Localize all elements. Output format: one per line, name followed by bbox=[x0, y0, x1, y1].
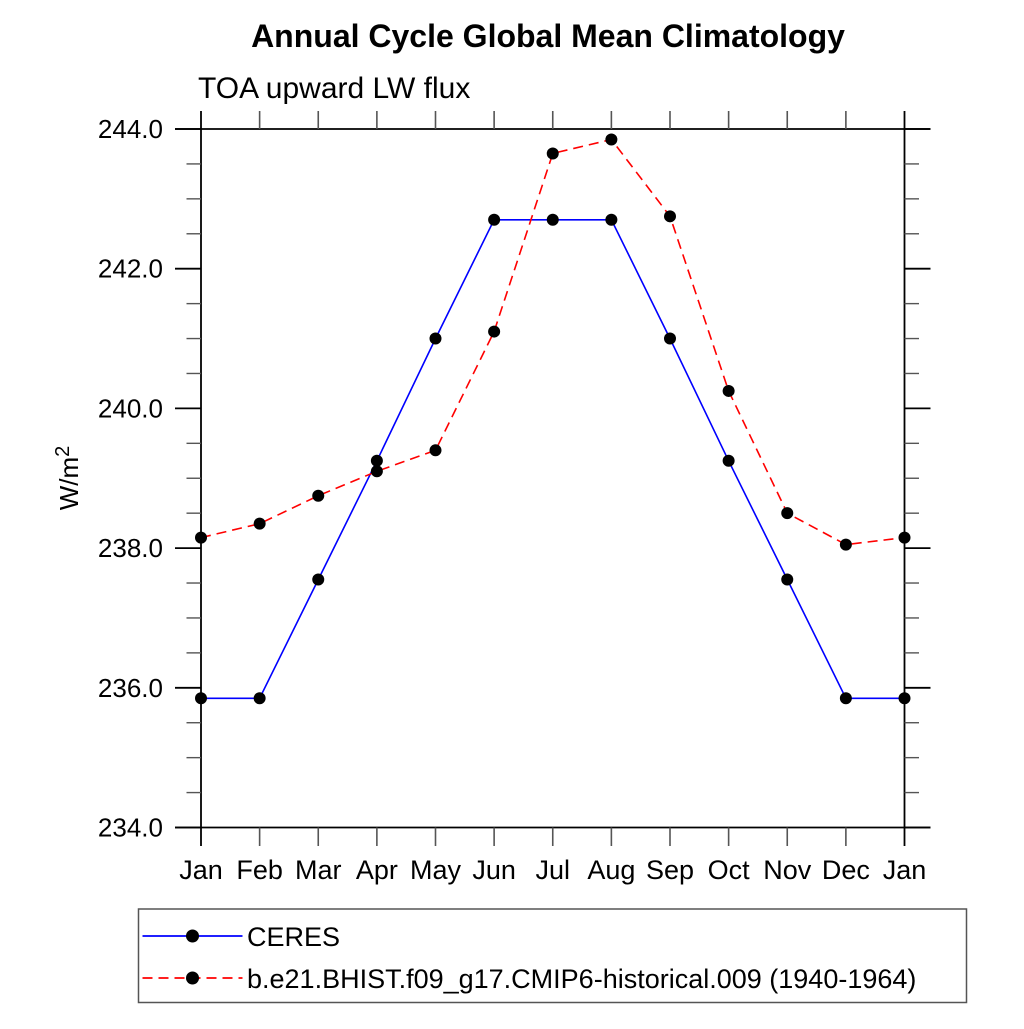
data-point-marker bbox=[898, 692, 911, 705]
legend-marker-model bbox=[186, 971, 199, 985]
y-axis-label-superscript: 2 bbox=[52, 446, 74, 457]
plot-axes bbox=[175, 111, 931, 846]
data-point-marker bbox=[722, 454, 735, 467]
data-point-marker bbox=[546, 213, 559, 226]
x-tick-label: Nov bbox=[763, 855, 812, 885]
x-tick-label: Jan bbox=[179, 855, 223, 885]
data-point-marker bbox=[312, 489, 325, 502]
series-line-ceres bbox=[201, 219, 905, 700]
y-tick-label: 236.0 bbox=[98, 673, 163, 703]
data-point-marker bbox=[546, 147, 559, 160]
x-tick-label: Mar bbox=[295, 855, 342, 885]
data-point-marker bbox=[664, 332, 676, 345]
x-tick-label: May bbox=[410, 855, 462, 885]
tick-labels: 234.0 236.0 238.0 240.0 242.0 244.0 Jan Feb Mar A… bbox=[98, 114, 926, 885]
legend-label-model: b.e21.BHIST.f09_g17.CMIP6-historical.009… bbox=[247, 964, 916, 994]
x-tick-label: Jul bbox=[535, 855, 570, 885]
x-tick-label: Apr bbox=[356, 855, 398, 885]
y-axis-label: W/m2 bbox=[52, 446, 84, 511]
y-tick-label: 244.0 bbox=[98, 114, 163, 144]
x-tick-label: Jun bbox=[472, 855, 516, 885]
data-point-marker bbox=[488, 325, 501, 338]
x-tick-label: Feb bbox=[236, 855, 283, 885]
x-tick-label: Aug bbox=[587, 855, 635, 885]
data-point-marker bbox=[253, 692, 266, 705]
data-point-marker bbox=[839, 692, 852, 705]
legend-entry-model: b.e21.BHIST.f09_g17.CMIP6-historical.009… bbox=[142, 964, 916, 994]
data-point-marker bbox=[488, 213, 501, 226]
data-point-marker bbox=[370, 465, 383, 478]
data-point-marker bbox=[370, 454, 383, 467]
data-point-marker bbox=[195, 531, 207, 544]
legend-label-ceres: CERES bbox=[247, 922, 340, 952]
data-point-marker bbox=[312, 573, 325, 586]
data-point-marker bbox=[898, 531, 911, 544]
x-tick-label: Dec bbox=[822, 855, 870, 885]
chart-subtitle: TOA upward LW flux bbox=[198, 72, 470, 105]
data-point-marker bbox=[605, 133, 618, 146]
x-tick-label: Jan bbox=[883, 855, 927, 885]
y-tick-label: 234.0 bbox=[98, 813, 163, 843]
y-tick-label: 238.0 bbox=[98, 533, 163, 563]
data-point-marker bbox=[722, 384, 735, 397]
x-tick-label: Oct bbox=[708, 855, 751, 885]
y-tick-label: 242.0 bbox=[98, 254, 163, 284]
y-tick-label: 240.0 bbox=[98, 393, 163, 423]
data-series bbox=[195, 133, 911, 705]
chart-title: Annual Cycle Global Mean Climatology bbox=[251, 18, 845, 54]
data-point-marker bbox=[839, 538, 852, 551]
data-point-marker bbox=[429, 444, 442, 457]
data-point-marker bbox=[429, 332, 442, 345]
data-point-marker bbox=[605, 213, 618, 226]
data-point-marker bbox=[195, 692, 207, 705]
legend: CERES b.e21.BHIST.f09_g17.CMIP6-historic… bbox=[137, 908, 968, 1004]
data-point-marker bbox=[781, 507, 794, 520]
x-tick-label: Sep bbox=[646, 855, 694, 885]
legend-box bbox=[137, 908, 968, 1004]
series-line-model bbox=[200, 138, 905, 546]
data-point-marker bbox=[664, 210, 676, 223]
y-axis-label-base: W/m bbox=[54, 457, 84, 510]
legend-marker-ceres bbox=[186, 929, 199, 943]
data-point-marker bbox=[781, 573, 794, 586]
data-point-marker bbox=[253, 517, 266, 530]
legend-entry-ceres: CERES bbox=[142, 922, 340, 952]
